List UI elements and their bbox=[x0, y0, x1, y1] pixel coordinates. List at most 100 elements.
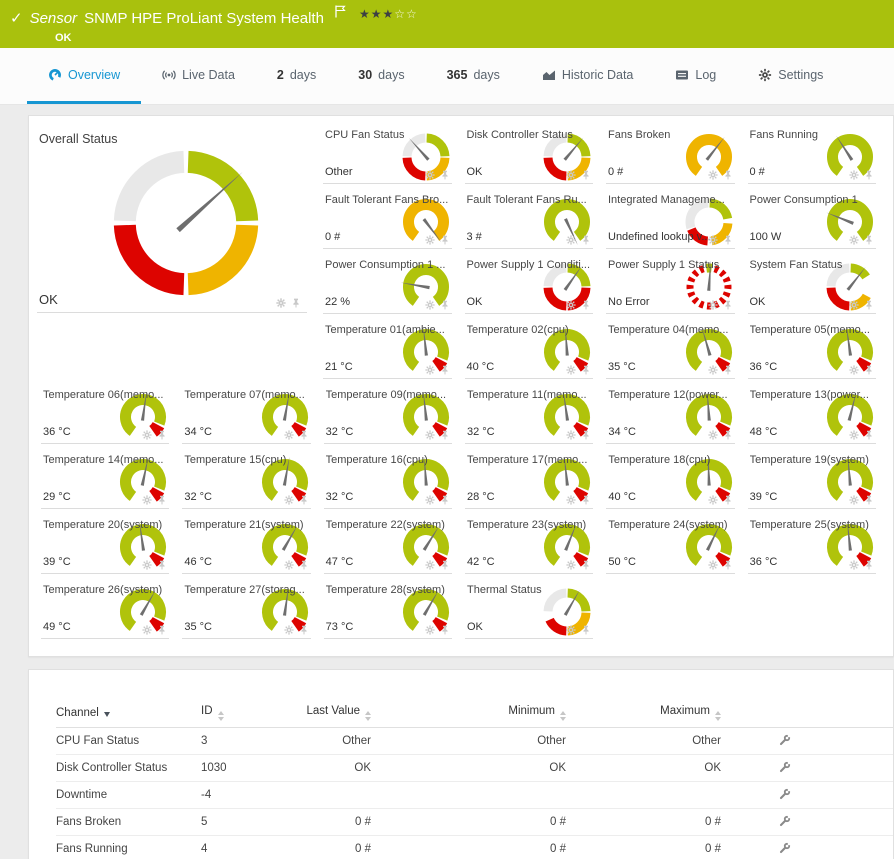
gear-icon[interactable] bbox=[425, 560, 435, 570]
gear-icon[interactable] bbox=[425, 495, 435, 505]
gear-icon[interactable] bbox=[849, 430, 859, 440]
gear-icon[interactable] bbox=[425, 625, 435, 635]
pin-icon[interactable] bbox=[440, 495, 450, 505]
gear-icon[interactable] bbox=[566, 235, 576, 245]
pin-icon[interactable] bbox=[723, 170, 733, 180]
pin-icon[interactable] bbox=[440, 170, 450, 180]
priority-rating[interactable]: ★★★☆☆ bbox=[359, 7, 418, 21]
pin-icon[interactable] bbox=[581, 235, 591, 245]
gear-icon[interactable] bbox=[424, 300, 435, 310]
gear-icon[interactable] bbox=[566, 560, 576, 570]
pin-icon[interactable] bbox=[864, 235, 874, 245]
gear-icon[interactable] bbox=[424, 170, 435, 180]
pin-icon[interactable] bbox=[440, 430, 450, 440]
empty-stars[interactable]: ☆☆ bbox=[394, 7, 418, 21]
column-header-id[interactable]: ID bbox=[201, 705, 301, 721]
pin-icon[interactable] bbox=[864, 430, 874, 440]
pin-icon[interactable] bbox=[440, 235, 450, 245]
pin-icon[interactable] bbox=[581, 430, 591, 440]
gear-icon[interactable] bbox=[284, 430, 294, 440]
pin-icon[interactable] bbox=[581, 560, 591, 570]
gear-icon[interactable] bbox=[284, 495, 294, 505]
wrench-icon[interactable] bbox=[779, 787, 791, 800]
gear-icon[interactable] bbox=[566, 625, 576, 635]
gear-icon[interactable] bbox=[424, 365, 435, 375]
pin-icon[interactable] bbox=[723, 235, 733, 245]
gear-icon[interactable] bbox=[425, 430, 435, 440]
gear-icon[interactable] bbox=[707, 300, 718, 310]
tab-settings[interactable]: Settings bbox=[737, 48, 844, 104]
pin-icon[interactable] bbox=[157, 495, 167, 505]
pin-icon[interactable] bbox=[291, 298, 301, 308]
pin-icon[interactable] bbox=[864, 300, 874, 310]
column-header-maximum[interactable]: Maximum bbox=[566, 705, 721, 721]
pin-icon[interactable] bbox=[581, 495, 591, 505]
gear-icon[interactable] bbox=[707, 235, 718, 245]
tab-historic-data[interactable]: Historic Data bbox=[521, 48, 655, 104]
gear-icon[interactable] bbox=[849, 495, 859, 505]
tab-30-days[interactable]: 30 days bbox=[337, 48, 425, 104]
pin-icon[interactable] bbox=[157, 430, 167, 440]
pin-icon[interactable] bbox=[299, 430, 309, 440]
wrench-icon[interactable] bbox=[779, 841, 791, 854]
pin-icon[interactable] bbox=[581, 170, 591, 180]
pin-icon[interactable] bbox=[581, 365, 591, 375]
gear-icon[interactable] bbox=[424, 235, 435, 245]
gear-icon[interactable] bbox=[708, 495, 718, 505]
gear-icon[interactable] bbox=[142, 560, 152, 570]
pin-icon[interactable] bbox=[723, 365, 733, 375]
gear-icon[interactable] bbox=[708, 560, 718, 570]
pin-icon[interactable] bbox=[864, 560, 874, 570]
flag-icon[interactable] bbox=[335, 5, 346, 23]
gear-icon[interactable] bbox=[566, 495, 576, 505]
pin-icon[interactable] bbox=[864, 170, 874, 180]
pin-icon[interactable] bbox=[723, 430, 733, 440]
pin-icon[interactable] bbox=[299, 625, 309, 635]
gear-icon[interactable] bbox=[284, 560, 294, 570]
gear-icon[interactable] bbox=[284, 625, 294, 635]
pin-icon[interactable] bbox=[723, 495, 733, 505]
wrench-icon[interactable] bbox=[779, 733, 791, 746]
gear-icon[interactable] bbox=[849, 170, 859, 180]
gear-icon[interactable] bbox=[142, 430, 152, 440]
tab-365-days[interactable]: 365 days bbox=[426, 48, 521, 104]
gear-icon[interactable] bbox=[707, 170, 718, 180]
gear-icon[interactable] bbox=[566, 300, 576, 310]
gear-icon[interactable] bbox=[276, 298, 286, 308]
column-header-last-value[interactable]: Last Value bbox=[301, 705, 371, 721]
gear-icon[interactable] bbox=[142, 495, 152, 505]
wrench-icon[interactable] bbox=[779, 814, 791, 827]
pin-icon[interactable] bbox=[440, 365, 450, 375]
gear-icon[interactable] bbox=[849, 235, 859, 245]
pin-icon[interactable] bbox=[723, 300, 733, 310]
gear-icon[interactable] bbox=[566, 365, 576, 375]
pin-icon[interactable] bbox=[864, 495, 874, 505]
pin-icon[interactable] bbox=[864, 365, 874, 375]
pin-icon[interactable] bbox=[299, 560, 309, 570]
pin-icon[interactable] bbox=[581, 625, 591, 635]
pin-icon[interactable] bbox=[581, 300, 591, 310]
column-header-minimum[interactable]: Minimum bbox=[371, 705, 566, 721]
tab-overview[interactable]: Overview bbox=[27, 48, 142, 104]
pin-icon[interactable] bbox=[440, 560, 450, 570]
pin-icon[interactable] bbox=[299, 495, 309, 505]
pin-icon[interactable] bbox=[157, 560, 167, 570]
pin-icon[interactable] bbox=[440, 300, 450, 310]
gear-icon[interactable] bbox=[849, 365, 859, 375]
tab-live-data[interactable]: Live Data bbox=[141, 48, 256, 104]
tab-log[interactable]: Log bbox=[654, 48, 737, 104]
filled-stars[interactable]: ★★★ bbox=[358, 7, 395, 21]
gear-icon[interactable] bbox=[566, 170, 576, 180]
gear-icon[interactable] bbox=[849, 300, 859, 310]
pin-icon[interactable] bbox=[157, 625, 167, 635]
gear-icon[interactable] bbox=[566, 430, 576, 440]
wrench-icon[interactable] bbox=[779, 760, 791, 773]
gear-icon[interactable] bbox=[142, 625, 152, 635]
gear-icon[interactable] bbox=[707, 365, 718, 375]
gear-icon[interactable] bbox=[849, 560, 859, 570]
pin-icon[interactable] bbox=[723, 560, 733, 570]
tab-2-days[interactable]: 2 days bbox=[256, 48, 337, 104]
gear-icon[interactable] bbox=[708, 430, 718, 440]
pin-icon[interactable] bbox=[440, 625, 450, 635]
column-header-channel[interactable]: Channel bbox=[56, 707, 201, 719]
